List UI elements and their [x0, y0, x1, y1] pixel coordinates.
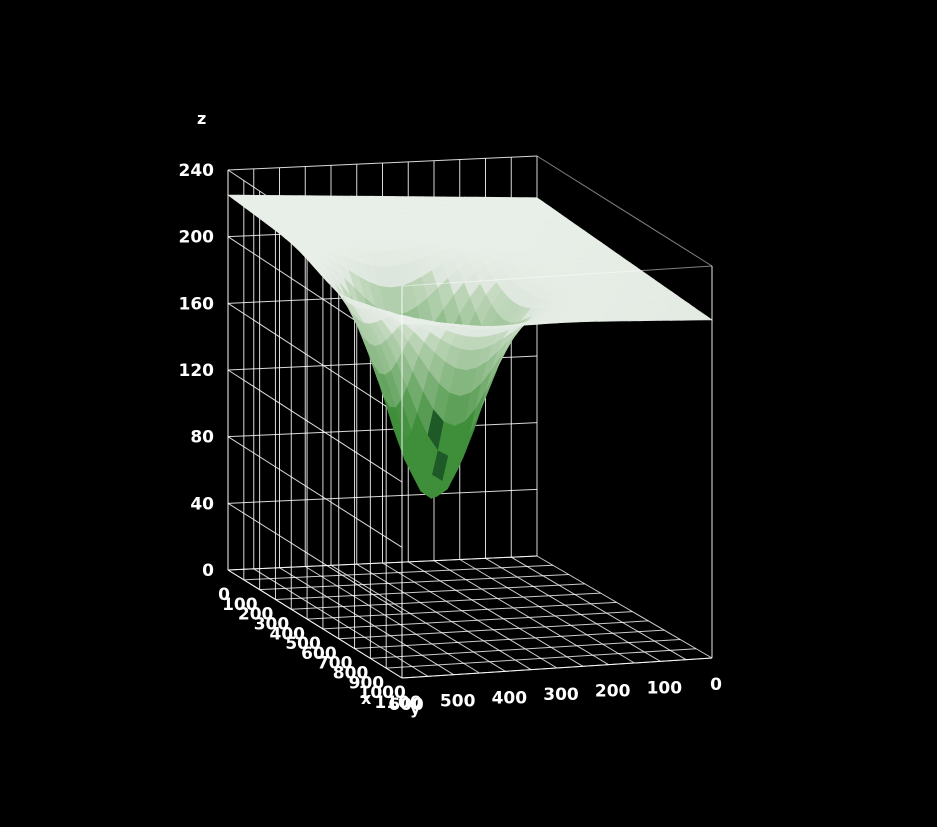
x-tick-label: 500 — [285, 634, 321, 654]
z-tick-label: 240 — [179, 161, 215, 181]
x-tick-label: 700 — [317, 654, 353, 674]
left-wall-gridline — [227, 436, 403, 548]
z-tick-label: 80 — [190, 428, 214, 448]
z-tick-label: 0 — [202, 561, 214, 581]
floor-gridline — [536, 555, 713, 659]
y-tick-label: 600 — [388, 695, 424, 715]
floor-gridline — [275, 583, 585, 600]
x-tick-label: 1000 — [359, 683, 406, 703]
surface-patch — [694, 315, 713, 321]
x-axis-label: x — [361, 689, 372, 708]
floor-gridline — [510, 556, 687, 661]
front-edge — [401, 265, 713, 287]
floor-gridline — [330, 564, 506, 672]
floor-gridline — [304, 566, 480, 674]
floor-gridline — [291, 592, 601, 610]
back-wall-gridline — [227, 488, 538, 504]
floor-gridline — [433, 560, 609, 666]
x-tick-label: 200 — [238, 605, 274, 625]
z-tick-label: 200 — [179, 228, 215, 248]
back-wall-gridline — [227, 422, 538, 438]
floor-gridline — [253, 568, 429, 677]
x-tick-label: 400 — [270, 624, 306, 644]
z-tick-label: 40 — [190, 494, 214, 514]
x-tick-label: 100 — [222, 595, 258, 615]
floor-gridline — [322, 611, 633, 630]
surface-patch — [499, 324, 516, 327]
left-wall-gridline — [227, 302, 403, 418]
y-tick-label: 500 — [440, 692, 476, 712]
x-tick-label: 900 — [349, 673, 385, 693]
surface — [227, 194, 713, 500]
back-wall-gridline — [227, 155, 538, 171]
front-grid-lines — [401, 155, 713, 679]
floor-gridline — [485, 557, 661, 662]
floor-gridline — [259, 574, 569, 591]
x-tick-label: 600 — [301, 644, 337, 664]
floor-gridline — [227, 555, 538, 571]
z-axis-label: z — [197, 109, 206, 128]
tick-labels: 0408012016020024001002003004005006000100… — [179, 161, 723, 715]
floor-gridline — [459, 559, 635, 664]
y-tick-label: 400 — [492, 688, 528, 708]
z-tick-label: 160 — [179, 294, 215, 314]
left-wall-gridline — [227, 369, 403, 483]
y-axis-label: y — [410, 699, 421, 718]
y-tick-label: 100 — [647, 678, 683, 698]
floor-gridline — [356, 563, 532, 671]
floor-gridline — [243, 564, 553, 581]
x-tick-label: 1100 — [374, 693, 421, 713]
y-tick-label: 300 — [543, 685, 579, 705]
floor-gridline — [386, 648, 697, 669]
floor-gridline — [407, 561, 584, 667]
x-tick-label: 800 — [333, 664, 369, 684]
floor-gridline — [279, 567, 454, 676]
y-tick-label: 0 — [710, 675, 722, 695]
z-tick-label: 120 — [179, 361, 215, 381]
floor-gridline — [354, 629, 665, 650]
x-tick-label: 300 — [254, 614, 290, 634]
y-tick-label: 200 — [595, 682, 631, 702]
front-edge — [401, 657, 713, 679]
floor-gridline — [370, 638, 681, 659]
front-edge — [536, 155, 713, 267]
floor-gridline — [227, 569, 403, 679]
floor-gridline — [382, 562, 558, 669]
x-tick-label: 0 — [218, 585, 230, 605]
floor-gridline — [307, 601, 617, 620]
floor-gridline — [338, 620, 649, 640]
